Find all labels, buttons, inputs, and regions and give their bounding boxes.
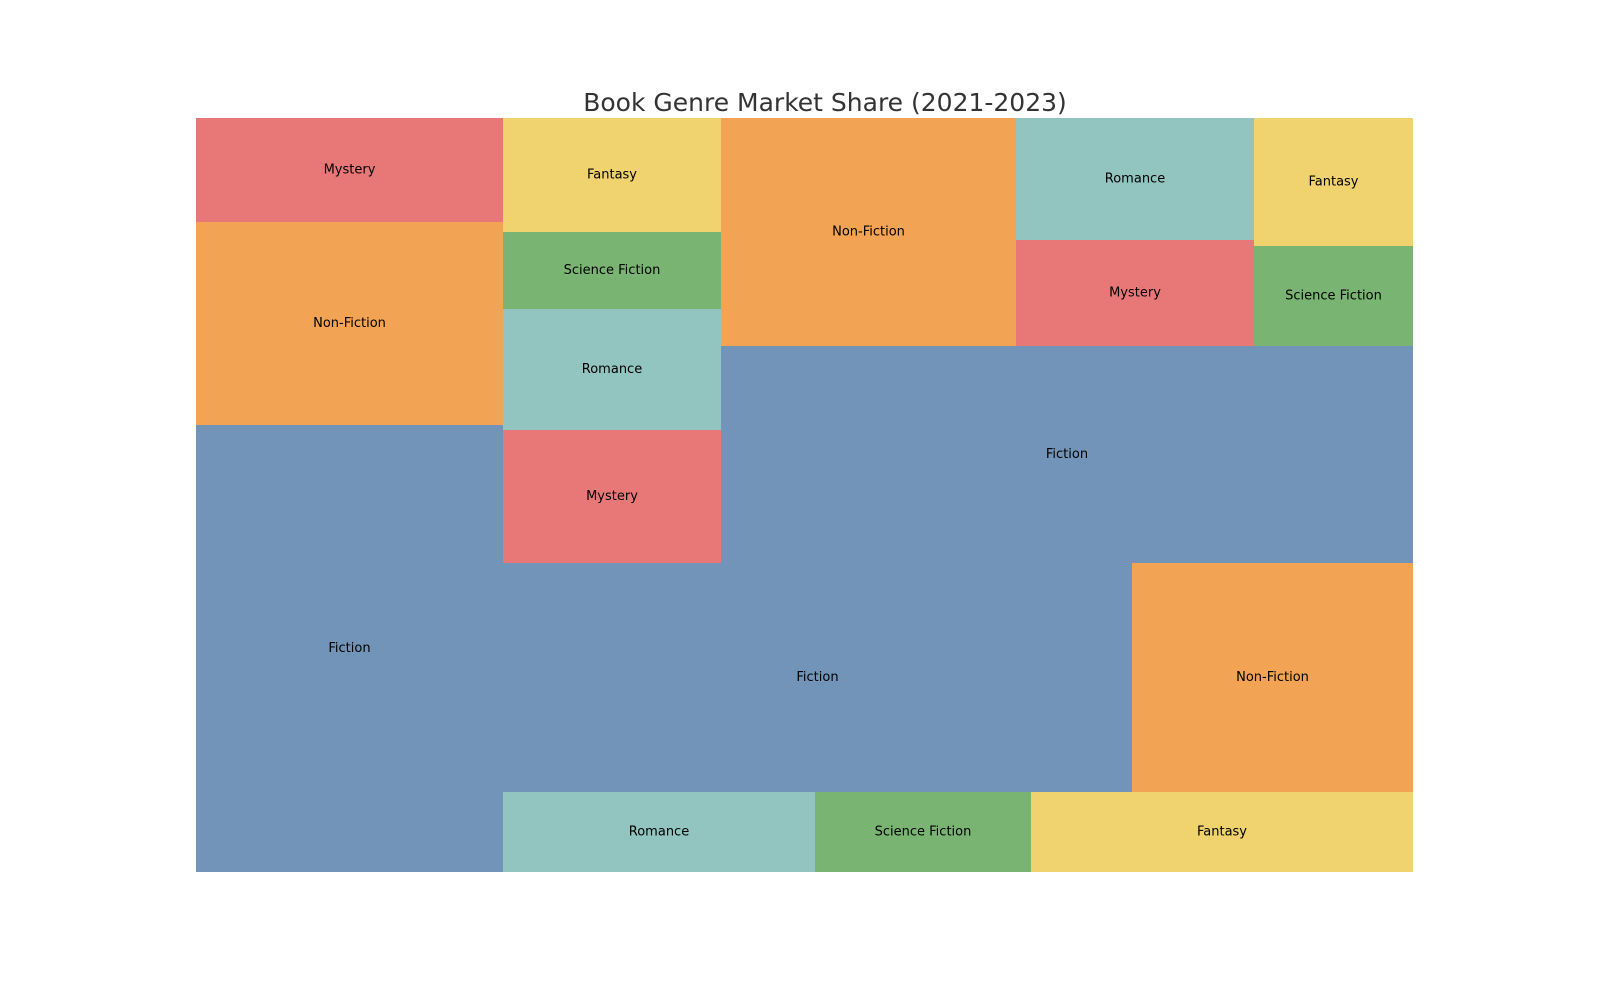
treemap-rect-fantasy — [1031, 792, 1413, 872]
treemap-tile-non-fiction: Non-Fiction — [721, 118, 1016, 346]
treemap-tile-romance: Romance — [503, 792, 815, 872]
treemap-tile-non-fiction: Non-Fiction — [1132, 563, 1413, 792]
treemap-rect-romance — [503, 792, 815, 872]
treemap-label-fantasy: Fantasy — [1308, 175, 1358, 190]
treemap-tile-science-fiction: Science Fiction — [1254, 246, 1413, 346]
treemap-tile-fantasy: Fantasy — [503, 118, 721, 232]
treemap-label-fiction: Fiction — [1046, 447, 1088, 462]
treemap-label-romance: Romance — [629, 825, 689, 840]
treemap-label-science-fiction: Science Fiction — [875, 825, 972, 840]
treemap-rect-non-fiction — [196, 222, 503, 425]
treemap-rect-mystery — [1016, 240, 1254, 346]
treemap-rect-fiction — [721, 346, 1413, 563]
treemap-rect-mystery — [196, 118, 503, 222]
treemap-label-fiction: Fiction — [328, 641, 370, 656]
treemap-rect-science-fiction — [815, 792, 1031, 872]
treemap-tile-romance: Romance — [1016, 118, 1254, 240]
treemap-tile-fiction: Fiction — [196, 425, 503, 872]
treemap-label-science-fiction: Science Fiction — [1285, 289, 1382, 304]
treemap-tile-fiction: Fiction — [503, 563, 1132, 792]
treemap-label-science-fiction: Science Fiction — [564, 263, 661, 278]
treemap-tile-fantasy: Fantasy — [1254, 118, 1413, 246]
treemap-tile-fantasy: Fantasy — [1031, 792, 1413, 872]
treemap-tile-mystery: Mystery — [1016, 240, 1254, 346]
treemap-tile-science-fiction: Science Fiction — [815, 792, 1031, 872]
treemap-rect-fantasy — [1254, 118, 1413, 246]
treemap-rect-mystery — [503, 430, 721, 563]
treemap-rect-romance — [1016, 118, 1254, 240]
treemap-tile-fiction: Fiction — [721, 346, 1413, 563]
treemap-tile-mystery: Mystery — [503, 430, 721, 563]
treemap-tile-science-fiction: Science Fiction — [503, 232, 721, 309]
treemap-label-mystery: Mystery — [586, 489, 638, 504]
treemap-label-romance: Romance — [1105, 172, 1165, 187]
treemap-tile-non-fiction: Non-Fiction — [196, 222, 503, 425]
treemap-label-romance: Romance — [582, 362, 642, 377]
treemap-label-fiction: Fiction — [796, 670, 838, 685]
chart-title: Book Genre Market Share (2021-2023) — [583, 88, 1067, 117]
treemap-rect-science-fiction — [503, 232, 721, 309]
treemap-tile-romance: Romance — [503, 309, 721, 430]
treemap-label-non-fiction: Non-Fiction — [1236, 670, 1309, 685]
treemap-label-non-fiction: Non-Fiction — [832, 225, 905, 240]
treemap-label-mystery: Mystery — [1109, 286, 1161, 301]
treemap-rect-fantasy — [503, 118, 721, 232]
treemap-label-fantasy: Fantasy — [587, 168, 637, 183]
treemap-tile-mystery: Mystery — [196, 118, 503, 222]
treemap-rect-fiction — [196, 425, 503, 872]
treemap-label-mystery: Mystery — [324, 163, 376, 178]
treemap-rect-science-fiction — [1254, 246, 1413, 346]
treemap-rect-romance — [503, 309, 721, 430]
treemap-rect-fiction — [503, 563, 1132, 792]
treemap-label-non-fiction: Non-Fiction — [313, 316, 386, 331]
treemap-rect-non-fiction — [1132, 563, 1413, 792]
treemap-rect-non-fiction — [721, 118, 1016, 346]
treemap-label-fantasy: Fantasy — [1197, 825, 1247, 840]
